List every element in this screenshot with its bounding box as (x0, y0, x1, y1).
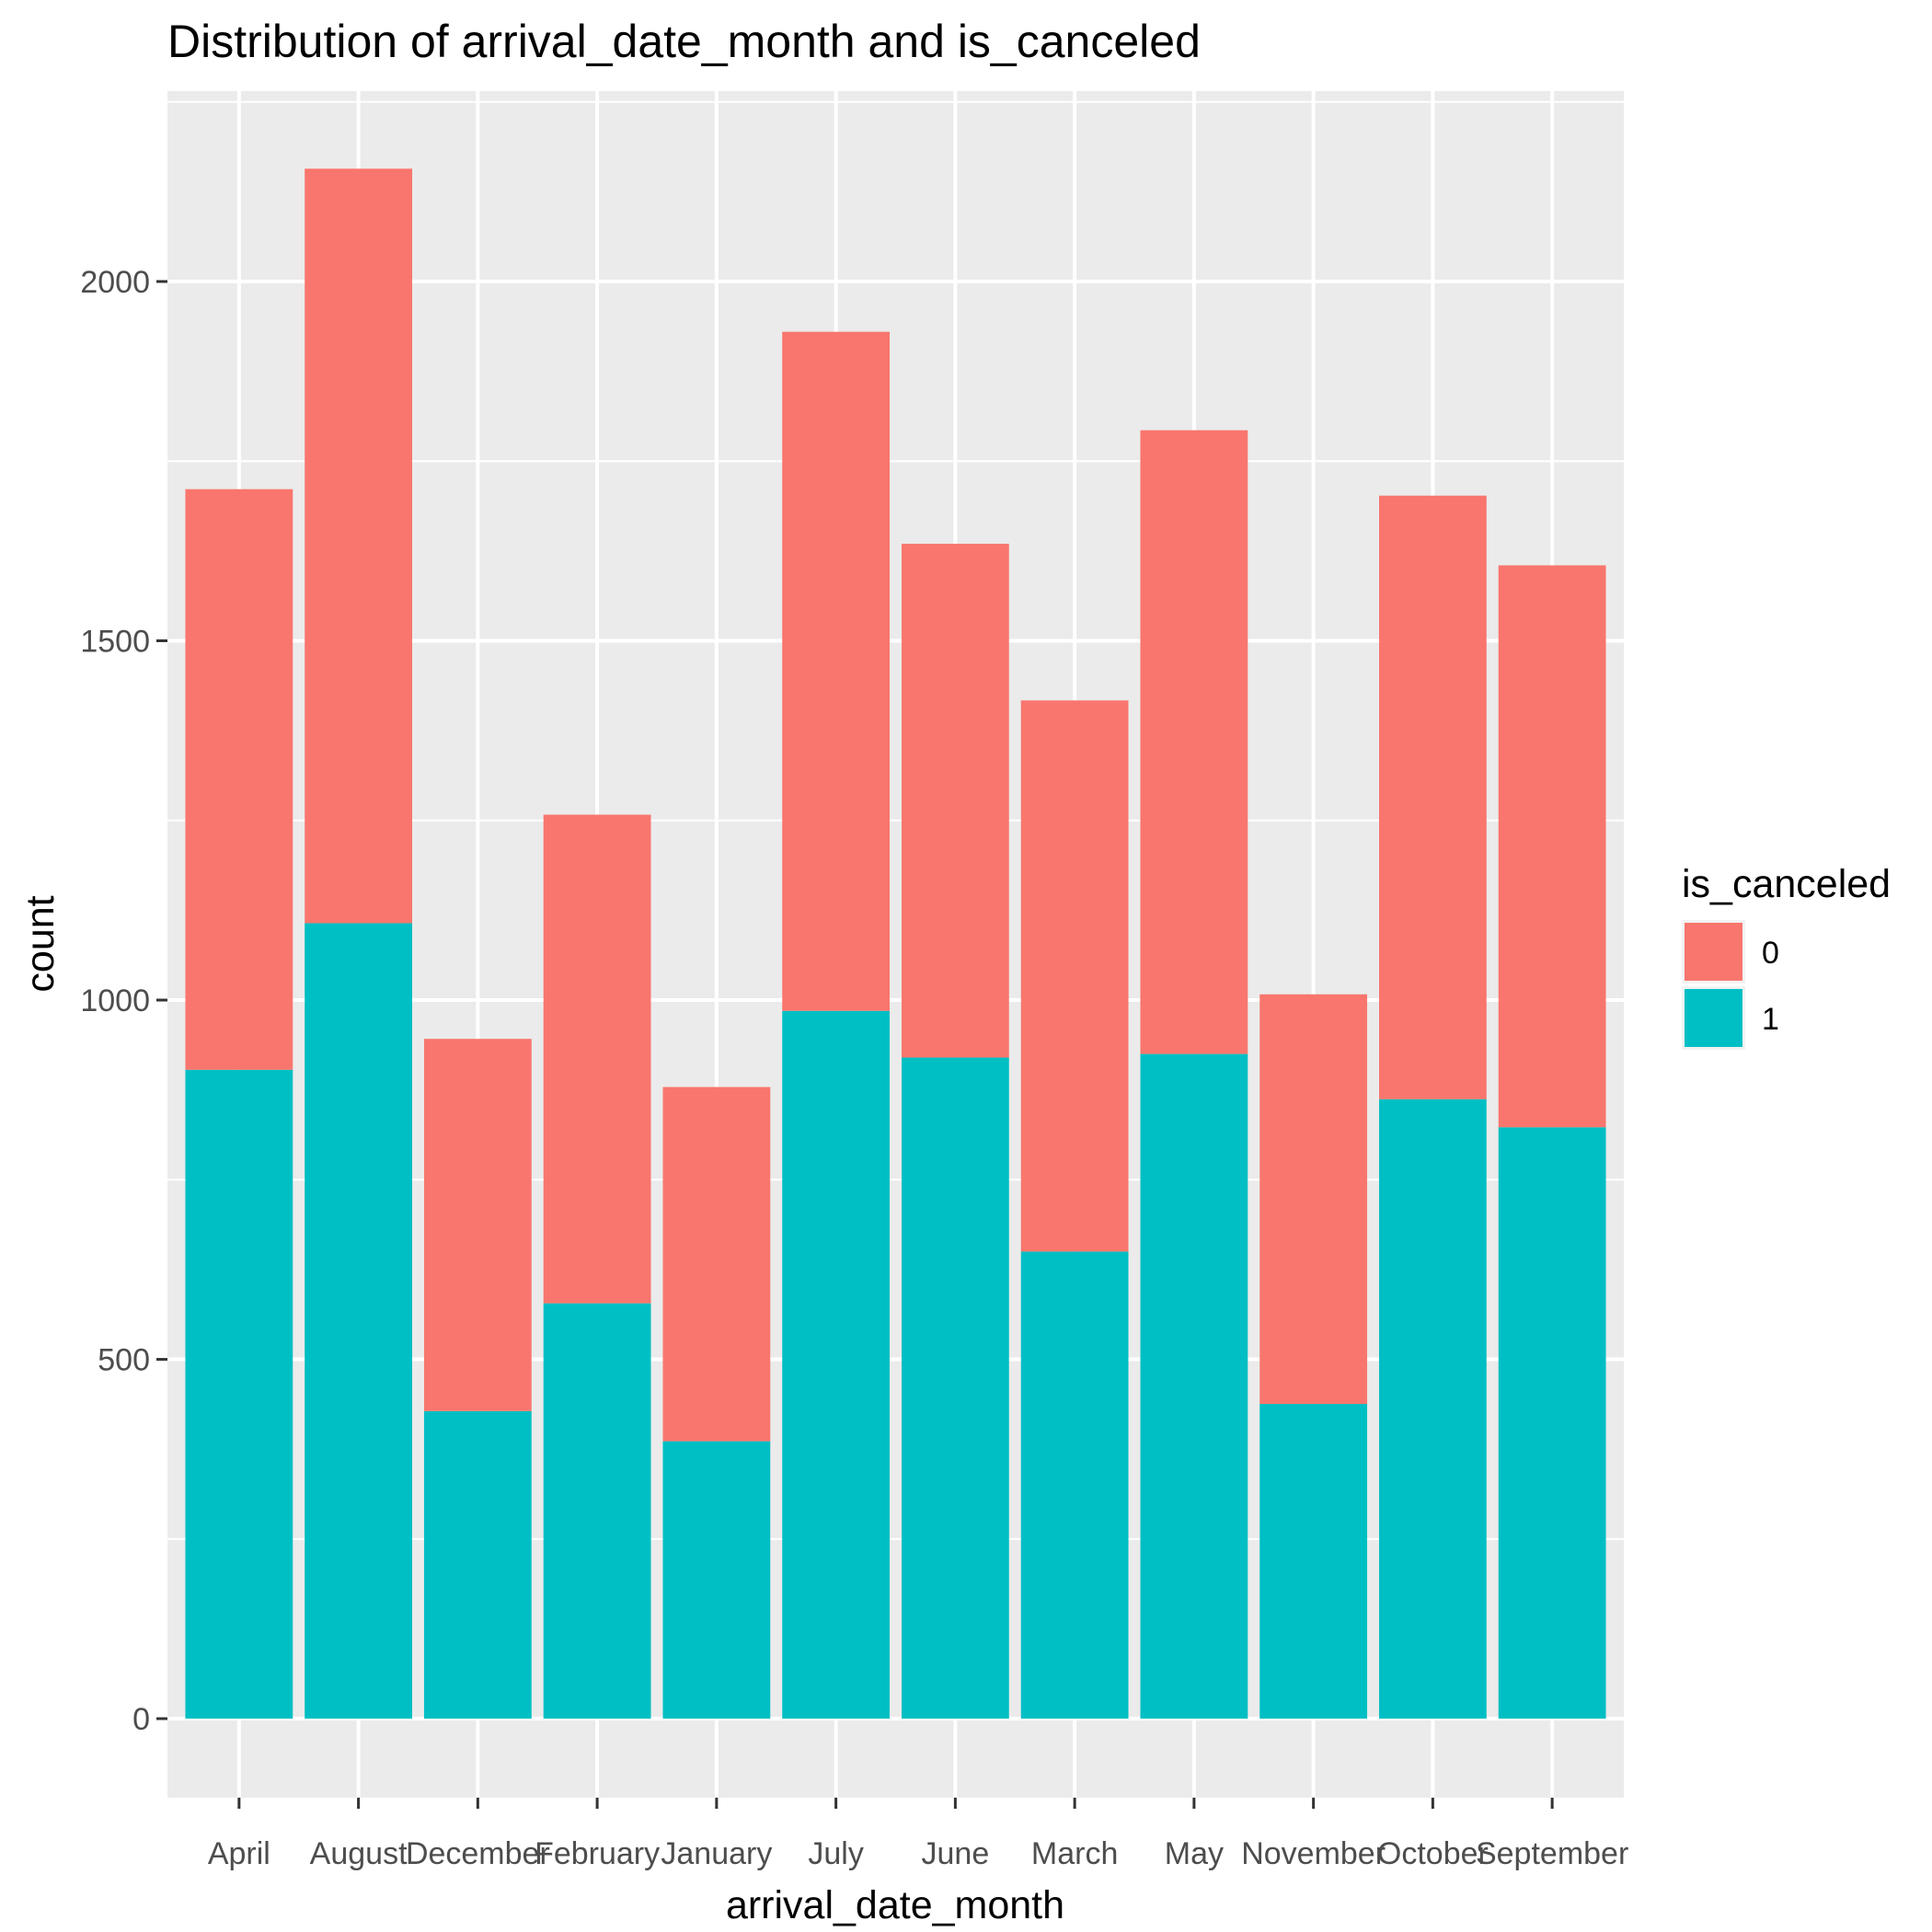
bar-october-canceled-1 (1379, 1098, 1487, 1719)
bar-april-canceled-0 (185, 489, 293, 1070)
legend-label-1: 1 (1762, 1002, 1779, 1037)
x-tick-label-june: June (922, 1836, 990, 1871)
bar-may-canceled-0 (1140, 430, 1248, 1054)
y-axis: 0 500 1000 1500 2000 (80, 265, 167, 1737)
x-tick-label-march: March (1031, 1836, 1118, 1871)
bar-april-canceled-1 (185, 1069, 293, 1719)
bar-june-canceled-0 (901, 544, 1009, 1058)
x-tick-label-may: May (1165, 1836, 1224, 1871)
bar-may-canceled-1 (1140, 1053, 1248, 1719)
bar-july-canceled-0 (782, 331, 891, 1011)
x-tick-label-september: September (1476, 1836, 1628, 1871)
x-tick-label-october: October (1377, 1836, 1489, 1871)
bar-july-canceled-1 (782, 1010, 891, 1719)
bar-june-canceled-1 (901, 1057, 1009, 1719)
legend-label-0: 0 (1762, 936, 1779, 971)
bar-september-canceled-1 (1498, 1127, 1606, 1719)
legend-key-1 (1685, 989, 1742, 1047)
x-tick-label-july: July (808, 1836, 863, 1871)
bar-september-canceled-0 (1498, 565, 1606, 1128)
bar-march-canceled-0 (1020, 700, 1129, 1252)
legend: is_canceled 0 1 (1682, 862, 1891, 1050)
x-tick-label-december: December (406, 1836, 550, 1871)
bar-august-canceled-0 (305, 168, 412, 924)
bar-december-canceled-0 (423, 1039, 532, 1411)
bar-march-canceled-1 (1020, 1251, 1129, 1719)
y-tick-label: 1000 (80, 983, 150, 1018)
legend-key-0 (1685, 923, 1742, 981)
bar-november-canceled-0 (1259, 994, 1368, 1404)
y-tick-label: 2000 (80, 265, 150, 300)
bar-december-canceled-1 (423, 1410, 532, 1719)
y-tick-label: 0 (132, 1702, 150, 1737)
bar-november-canceled-1 (1259, 1403, 1368, 1719)
legend-title: is_canceled (1682, 862, 1891, 906)
bar-october-canceled-0 (1379, 495, 1487, 1099)
y-axis-title: count (18, 895, 63, 992)
x-tick-label-february: February (535, 1836, 660, 1871)
y-tick-label: 500 (98, 1343, 150, 1378)
bar-august-canceled-1 (305, 923, 412, 1719)
bar-february-canceled-0 (543, 814, 651, 1304)
x-tick-label-august: August (310, 1836, 408, 1871)
chart-title: Distribution of arrival_date_month and i… (167, 16, 1201, 67)
x-axis-title: arrival_date_month (726, 1883, 1064, 1927)
x-tick-label-january: January (661, 1836, 772, 1871)
bar-january-canceled-0 (662, 1087, 771, 1442)
x-tick-label-april: April (208, 1836, 270, 1871)
bars-group (185, 168, 1606, 1719)
x-tick-label-november: November (1241, 1836, 1386, 1871)
y-tick-label: 1500 (80, 625, 150, 660)
bar-january-canceled-1 (662, 1441, 771, 1719)
bar-february-canceled-1 (543, 1303, 651, 1719)
